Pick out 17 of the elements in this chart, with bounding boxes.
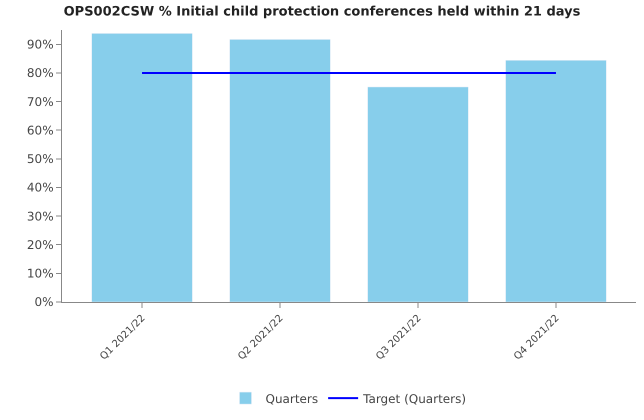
y-tick-label: 50%: [26, 152, 54, 166]
y-tick-label: 60%: [26, 123, 54, 138]
y-tick-label: 0%: [34, 295, 54, 310]
y-tick-label: 90%: [26, 38, 54, 52]
legend-label: Target (Quarters): [362, 392, 466, 406]
chart-title: OPS002CSW % Initial child protection conferences held within 21 days: [64, 4, 581, 20]
y-tick-label: 70%: [26, 94, 54, 109]
bar: [367, 86, 469, 302]
bar: [505, 60, 607, 302]
y-tick-label: 30%: [26, 209, 54, 224]
y-tick-label: 80%: [26, 66, 54, 80]
y-tick-label: 40%: [26, 180, 54, 195]
legend-label: Quarters: [266, 392, 318, 406]
y-tick-label: 20%: [26, 238, 54, 252]
y-tick-label: 10%: [26, 266, 54, 281]
bar: [229, 39, 331, 302]
bar: [91, 33, 193, 302]
